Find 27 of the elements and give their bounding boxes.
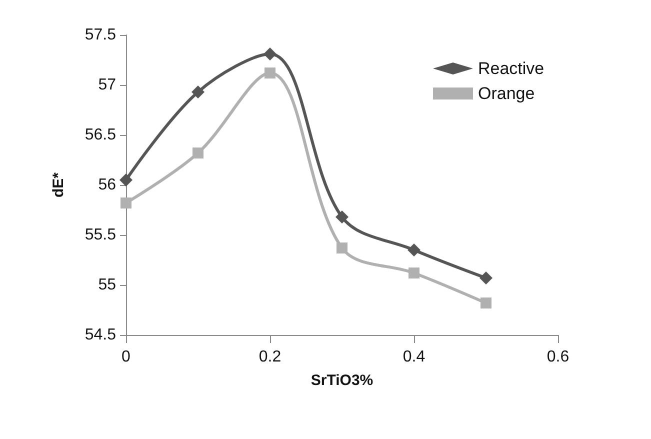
x-tick-label: 0.4 bbox=[402, 348, 426, 366]
y-tick-label: 56.5 bbox=[84, 126, 116, 144]
x-axis-title: SrTiO3% bbox=[310, 372, 374, 389]
y-tick-label: 55.5 bbox=[84, 226, 116, 244]
y-tick-label: 54.5 bbox=[84, 326, 116, 344]
y-tick-label: 56 bbox=[98, 176, 116, 194]
point bbox=[480, 272, 492, 284]
point bbox=[120, 174, 132, 186]
legend-label: Orange bbox=[478, 84, 535, 103]
point bbox=[336, 242, 348, 254]
point bbox=[264, 48, 276, 60]
y-axis-title: dE* bbox=[50, 172, 67, 198]
point bbox=[336, 210, 348, 224]
point bbox=[408, 268, 420, 278]
point bbox=[120, 198, 132, 208]
point bbox=[408, 244, 420, 256]
y-tick-label: 57.5 bbox=[84, 26, 116, 44]
point bbox=[192, 148, 204, 158]
point bbox=[192, 86, 204, 98]
x-tick-label: 0 bbox=[122, 348, 131, 366]
legend-label: Reactive bbox=[478, 59, 544, 78]
x-tick-label: 0.6 bbox=[546, 348, 570, 366]
y-tick-label: 57 bbox=[98, 76, 116, 94]
point bbox=[480, 298, 492, 308]
x-tick-label: 0.2 bbox=[258, 348, 282, 366]
y-tick-label: 55 bbox=[98, 276, 116, 294]
point bbox=[264, 68, 276, 78]
